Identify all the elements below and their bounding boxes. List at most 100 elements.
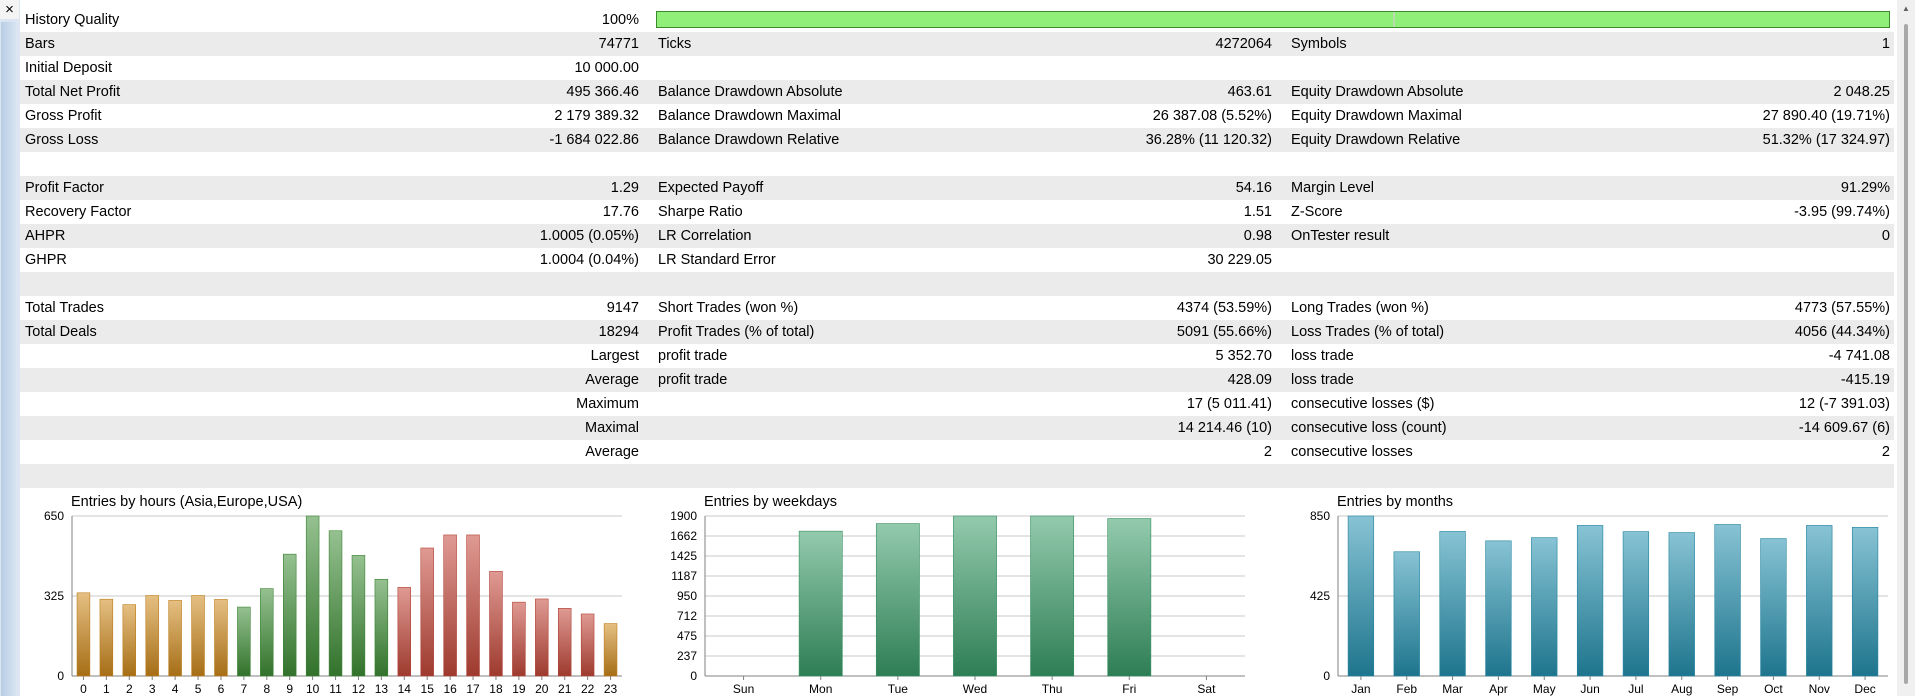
metric-value-1: 74771 — [598, 36, 639, 52]
bar — [145, 595, 159, 677]
summary-row: Recovery Factor 17.76 Sharpe Ratio 1.51 Z-Sc… — [20, 200, 1894, 224]
bar — [420, 547, 434, 677]
charts-svg: Entries by hours (Asia,Europe,USA)032565… — [44, 494, 1888, 696]
y-tick-label: 425 — [1310, 589, 1330, 603]
metric-value-3: -3.95 (99.74%) — [1794, 204, 1890, 220]
x-tick-label: Apr — [1489, 682, 1508, 696]
vertical-scrollbar[interactable]: ▲ — [1897, 0, 1915, 696]
metric-value-3: 4773 (57.55%) — [1794, 300, 1890, 316]
metric-label-1: Initial Deposit — [25, 60, 113, 76]
report-summary-table: History Quality 100% Bars 74771 Ticks 42720… — [20, 8, 1894, 488]
x-tick-label: 16 — [443, 682, 457, 696]
history-quality-row: History Quality 100% — [20, 8, 1894, 32]
metric-value-2: 428.09 — [1227, 372, 1272, 388]
bar — [76, 592, 91, 677]
x-tick-label: 17 — [466, 682, 480, 696]
metric-value-3: 1 — [1881, 36, 1890, 52]
bar — [1485, 540, 1512, 677]
metric-value-3: -4 741.08 — [1828, 348, 1890, 364]
x-tick-label: 13 — [375, 682, 389, 696]
y-tick-label: 0 — [57, 669, 64, 683]
summary-row — [20, 152, 1894, 176]
metric-label-2: Balance Drawdown Maximal — [658, 108, 841, 124]
bar — [953, 515, 997, 677]
metric-value-1: Maximum — [576, 396, 639, 412]
bar — [305, 515, 320, 677]
close-icon[interactable]: × — [0, 0, 19, 19]
summary-row: Total Net Profit 495 366.46 Balance Drawdo… — [20, 80, 1894, 104]
metric-value-3: 27 890.40 (19.71%) — [1762, 108, 1890, 124]
chart-title: Entries by weekdays — [704, 494, 837, 510]
scrollbar-thumb[interactable] — [1904, 24, 1908, 684]
metric-label-3: loss trade — [1291, 348, 1354, 364]
metric-value-1: Maximal — [585, 420, 639, 436]
bar — [1806, 525, 1833, 677]
summary-row: Initial Deposit 10 000.00 — [20, 56, 1894, 80]
history-quality-label: History Quality — [25, 12, 120, 28]
bar — [237, 606, 251, 677]
metric-value-1: 10 000.00 — [574, 60, 639, 76]
x-tick-label: Sun — [733, 682, 754, 696]
bar — [260, 588, 274, 677]
metric-label-3: Loss Trades (% of total) — [1291, 324, 1445, 340]
x-tick-label: Oct — [1764, 682, 1783, 696]
metric-label-1: GHPR — [25, 252, 67, 268]
y-tick-label: 1900 — [670, 509, 697, 523]
metric-value-3: 91.29% — [1840, 180, 1890, 196]
metric-label-2: Short Trades (won %) — [658, 300, 799, 316]
history-quality-bar-marker — [1393, 12, 1395, 27]
summary-row: Average 2 consecutive losses 2 — [20, 440, 1894, 464]
metric-value-2: 14 214.46 (10) — [1177, 420, 1272, 436]
metric-label-2: Balance Drawdown Absolute — [658, 84, 843, 100]
metric-value-2: 5 352.70 — [1215, 348, 1272, 364]
metric-value-1: Average — [585, 444, 639, 460]
bar — [168, 600, 182, 677]
bar — [489, 571, 503, 677]
chart-1: Entries by weekdays 0 237 475 712 950 1187 1425… — [670, 494, 1245, 696]
summary-row: Gross Loss -1 684 022.86 Balance Drawdown … — [20, 128, 1894, 152]
bar — [214, 599, 228, 677]
y-tick-label: 1662 — [670, 529, 697, 543]
left-panel-edge — [0, 0, 20, 696]
bar — [397, 587, 412, 677]
y-tick-label: 0 — [690, 669, 697, 683]
x-tick-label: Jul — [1628, 682, 1643, 696]
metric-label-2: Ticks — [658, 36, 692, 52]
metric-value-3: 2 048.25 — [1833, 84, 1890, 100]
bar — [1714, 524, 1741, 677]
x-tick-label: 0 — [80, 682, 87, 696]
bar — [466, 534, 480, 677]
metric-label-3: Margin Level — [1291, 180, 1375, 196]
chart-title: Entries by months — [1337, 494, 1453, 510]
summary-row: Bars 74771 Ticks 4272064 Symbols 1 — [20, 32, 1894, 56]
y-tick-label: 1187 — [671, 569, 697, 583]
x-tick-label: Mon — [809, 682, 832, 696]
x-tick-label: 5 — [195, 682, 202, 696]
left-panel-stripe — [1, 22, 16, 696]
y-tick-label: 650 — [44, 509, 64, 523]
summary-row: Total Trades 9147 Short Trades (won %) 4374… — [20, 296, 1894, 320]
y-tick-label: 712 — [677, 609, 697, 623]
y-tick-label: 850 — [1310, 509, 1330, 523]
x-tick-label: Thu — [1042, 682, 1063, 696]
metric-label-1: AHPR — [25, 228, 66, 244]
history-quality-value: 100% — [601, 12, 639, 28]
bar — [1576, 525, 1604, 677]
y-tick-label: 475 — [677, 629, 697, 643]
x-tick-label: Aug — [1671, 682, 1692, 696]
scroll-up-arrow-icon[interactable]: ▲ — [1902, 4, 1910, 13]
x-tick-label: May — [1533, 682, 1556, 696]
metric-value-3: 2 — [1881, 444, 1890, 460]
bar — [512, 601, 526, 677]
metric-label-3: Symbols — [1291, 36, 1347, 52]
metric-label-3: OnTester result — [1291, 228, 1390, 244]
x-tick-label: Wed — [963, 682, 987, 696]
x-tick-label: 14 — [398, 682, 412, 696]
summary-row: Maximum 17 (5 011.41) consecutive losses (… — [20, 392, 1894, 416]
x-tick-label: Sat — [1197, 682, 1216, 696]
bar — [191, 595, 205, 677]
x-tick-label: 12 — [352, 682, 366, 696]
x-tick-label: 11 — [329, 682, 342, 696]
metric-value-1: 1.0004 (0.04%) — [539, 252, 639, 268]
metric-label-3: Equity Drawdown Relative — [1291, 132, 1461, 148]
